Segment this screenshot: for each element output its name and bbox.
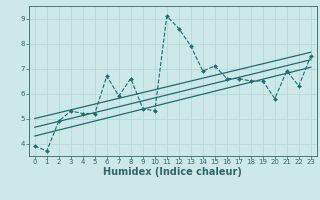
X-axis label: Humidex (Indice chaleur): Humidex (Indice chaleur) <box>103 167 242 177</box>
